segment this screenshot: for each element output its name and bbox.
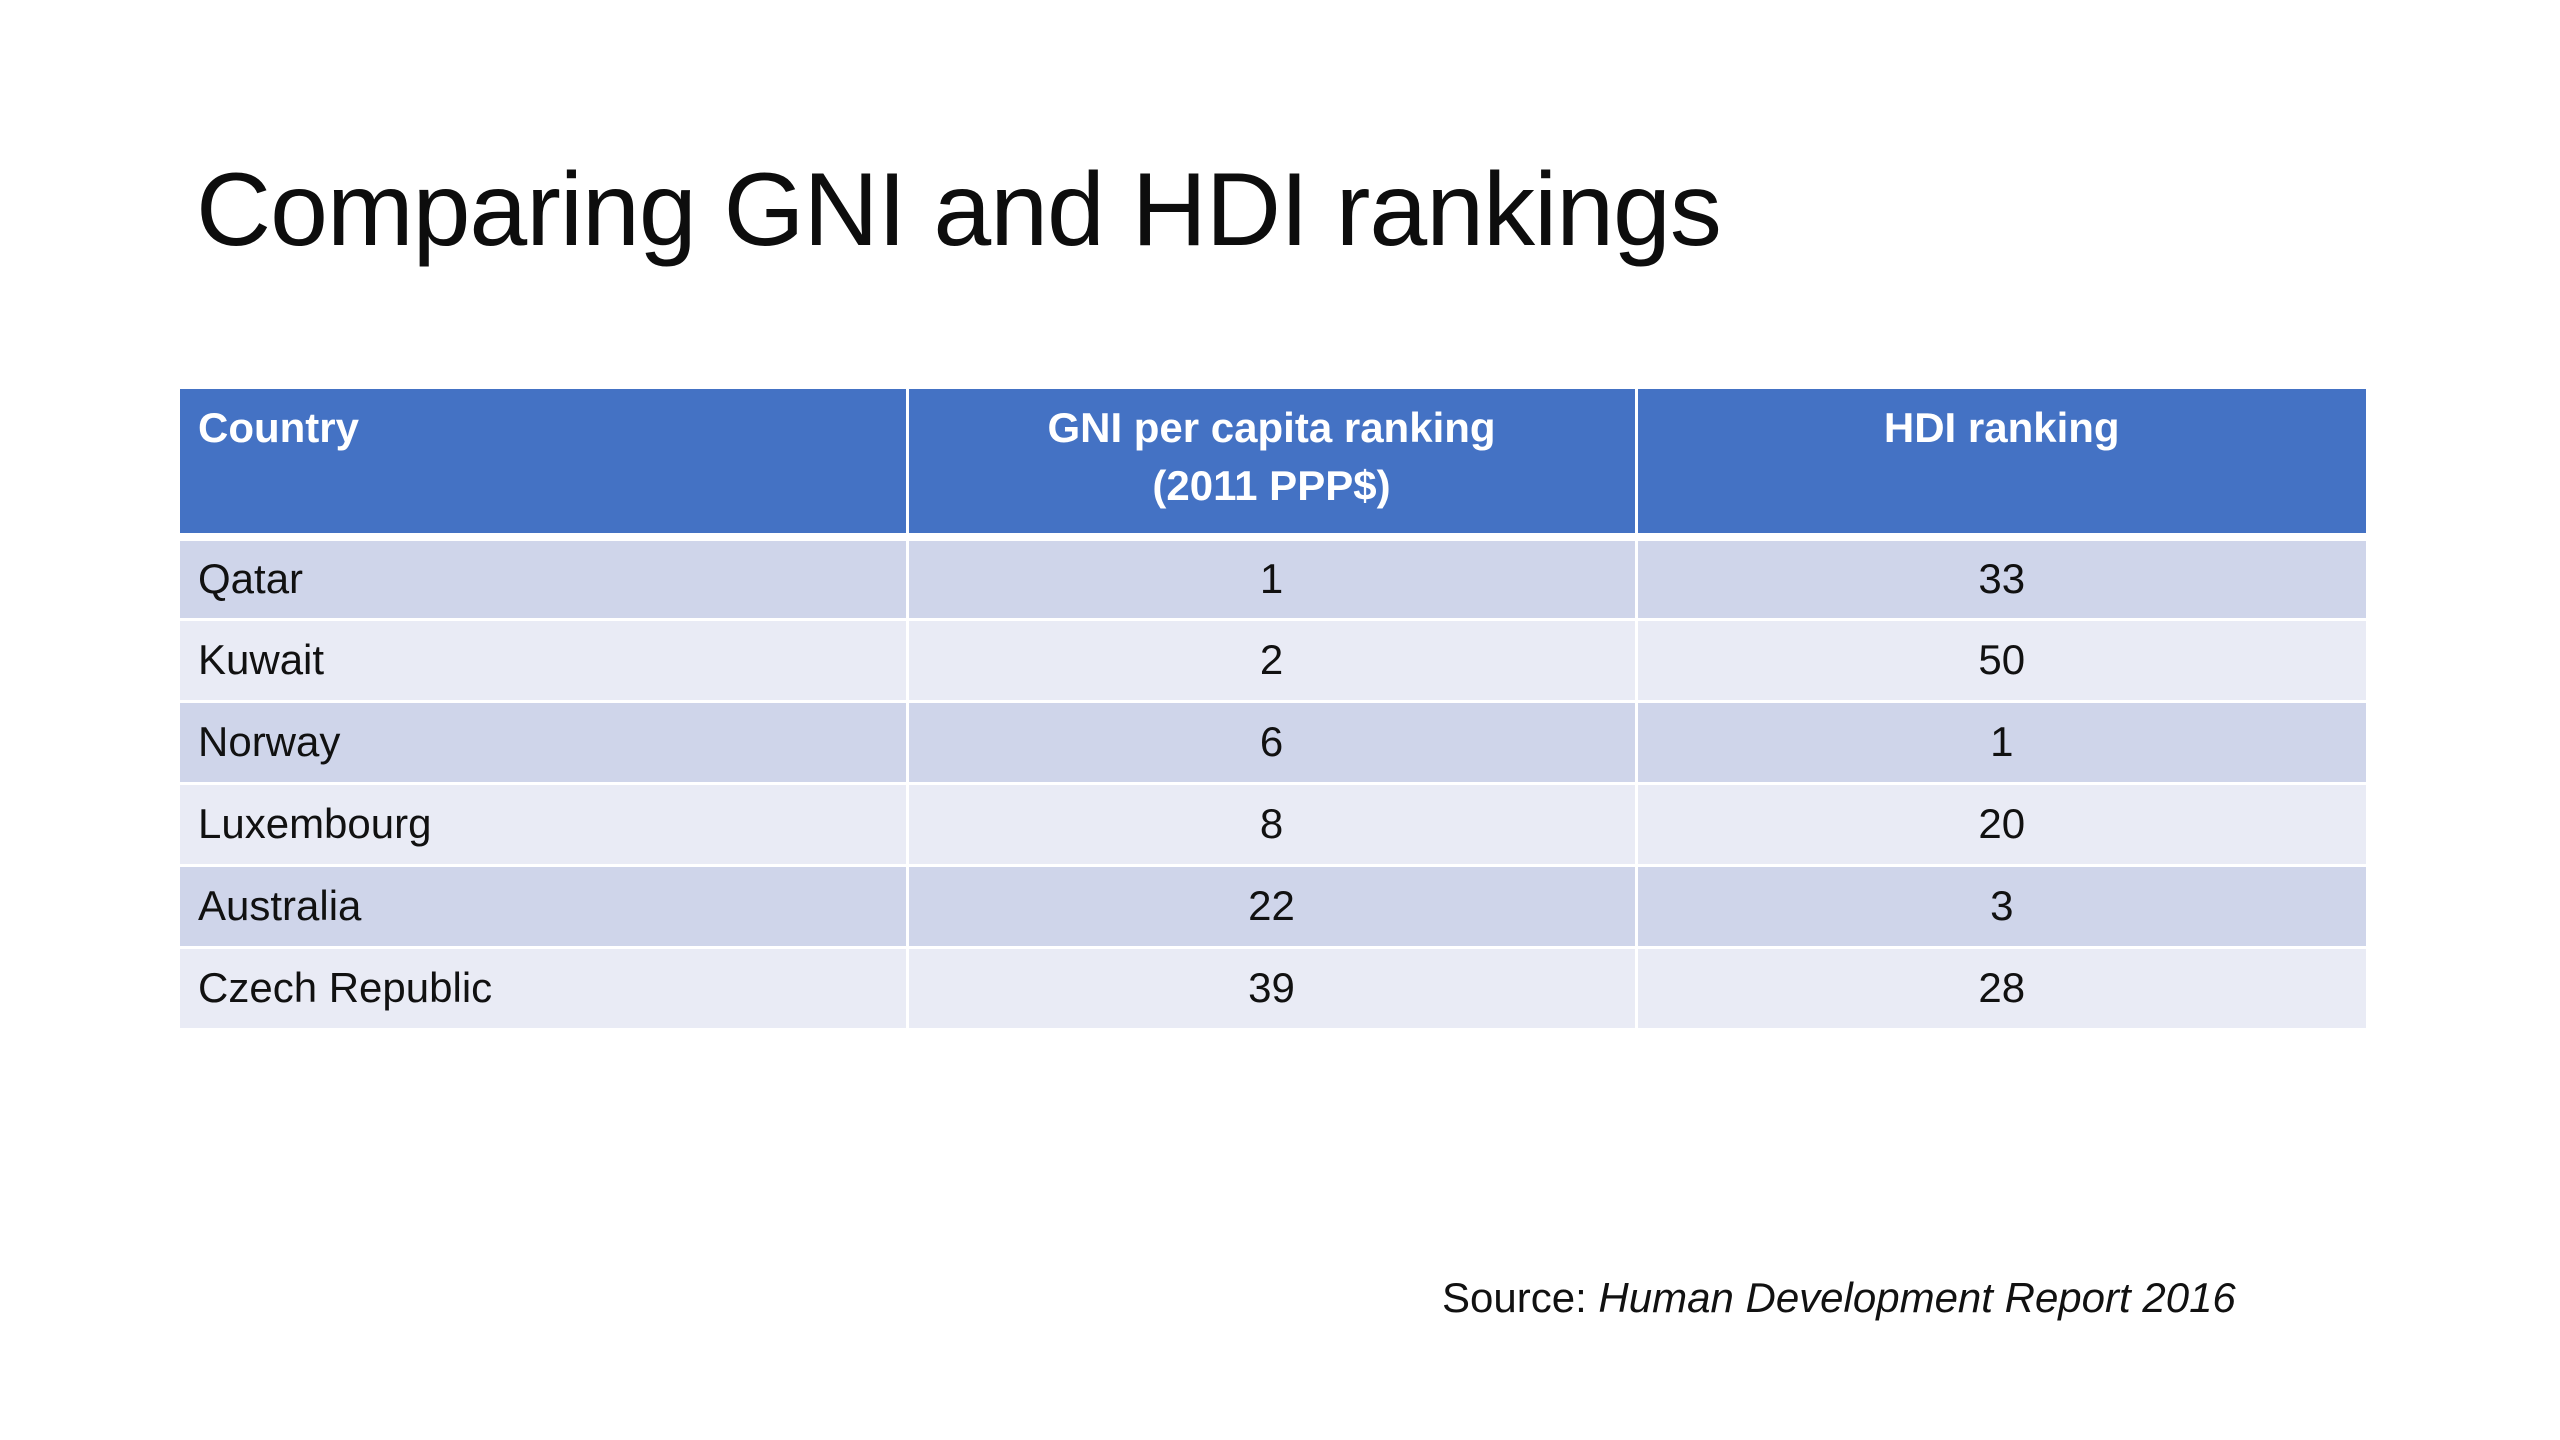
table-row: Luxembourg 8 20 <box>180 783 2366 867</box>
cell-country: Norway <box>180 701 909 785</box>
table-header: Country GNI per capita ranking (2011 PPP… <box>180 389 2366 541</box>
cell-gni: 6 <box>907 701 1638 785</box>
header-country: Country <box>180 389 909 541</box>
rankings-table: Country GNI per capita ranking (2011 PPP… <box>180 389 2366 1031</box>
cell-gni: 22 <box>907 865 1638 949</box>
header-gni: GNI per capita ranking (2011 PPP$) <box>907 389 1638 541</box>
header-row: Country GNI per capita ranking (2011 PPP… <box>180 389 2366 541</box>
cell-hdi: 1 <box>1636 701 2366 785</box>
cell-gni: 8 <box>907 783 1638 867</box>
table-row: Australia 22 3 <box>180 865 2366 949</box>
source-citation: Source: Human Development Report 2016 <box>1442 1274 2236 1322</box>
source-prefix: Source: <box>1442 1274 1599 1321</box>
table-body: Qatar 1 33 Kuwait 2 50 Norway 6 1 Luxemb… <box>180 537 2366 1031</box>
cell-hdi: 50 <box>1636 619 2366 703</box>
header-hdi: HDI ranking <box>1636 389 2366 541</box>
table-row: Kuwait 2 50 <box>180 619 2366 703</box>
cell-country: Czech Republic <box>180 947 909 1031</box>
cell-country: Australia <box>180 865 909 949</box>
header-gni-line2: (2011 PPP$) <box>1152 462 1391 509</box>
cell-gni: 39 <box>907 947 1638 1031</box>
cell-hdi: 28 <box>1636 947 2366 1031</box>
table-row: Norway 6 1 <box>180 701 2366 785</box>
cell-gni: 1 <box>907 537 1638 621</box>
cell-country: Kuwait <box>180 619 909 703</box>
cell-country: Qatar <box>180 537 909 621</box>
cell-hdi: 3 <box>1636 865 2366 949</box>
table-row: Qatar 1 33 <box>180 537 2366 621</box>
slide-title: Comparing GNI and HDI rankings <box>196 152 1722 268</box>
cell-country: Luxembourg <box>180 783 909 867</box>
cell-gni: 2 <box>907 619 1638 703</box>
cell-hdi: 33 <box>1636 537 2366 621</box>
table-row: Czech Republic 39 28 <box>180 947 2366 1031</box>
source-title: Human Development Report 2016 <box>1598 1274 2236 1321</box>
header-gni-line1: GNI per capita ranking <box>1047 404 1496 451</box>
rankings-table-container: Country GNI per capita ranking (2011 PPP… <box>180 389 2366 1031</box>
cell-hdi: 20 <box>1636 783 2366 867</box>
